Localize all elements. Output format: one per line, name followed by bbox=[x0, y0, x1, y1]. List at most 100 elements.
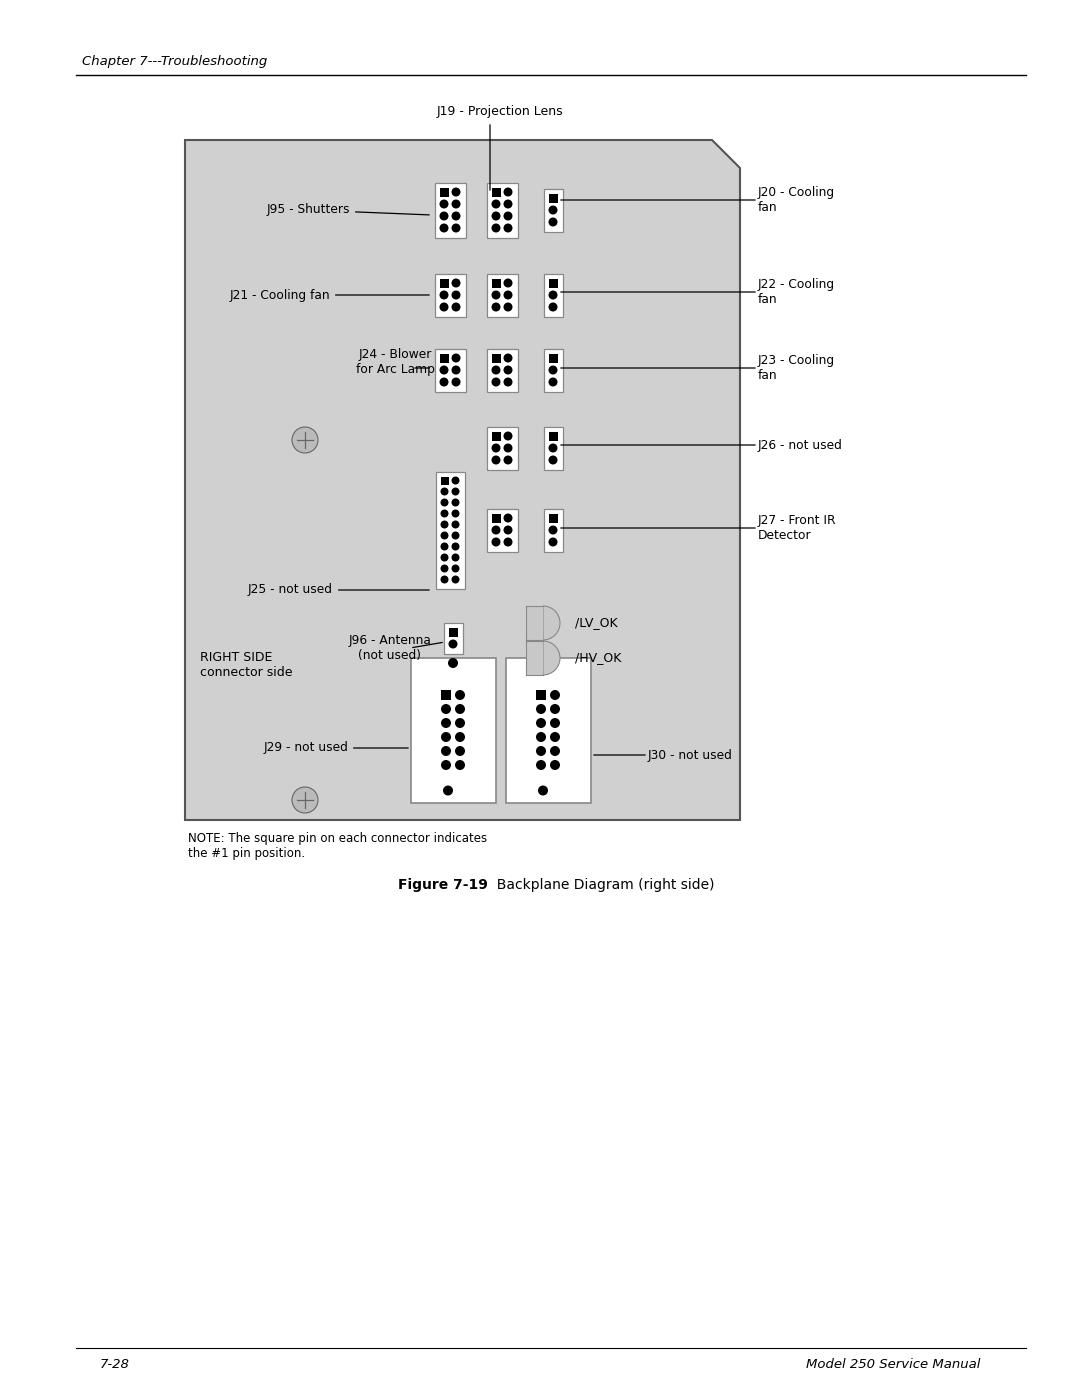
Circle shape bbox=[441, 704, 451, 714]
Circle shape bbox=[549, 455, 557, 464]
Bar bbox=[491, 353, 500, 362]
Circle shape bbox=[503, 211, 513, 221]
Circle shape bbox=[455, 690, 465, 700]
Circle shape bbox=[503, 443, 513, 453]
Circle shape bbox=[503, 303, 513, 312]
Bar bbox=[486, 348, 517, 391]
Circle shape bbox=[536, 732, 546, 742]
Circle shape bbox=[451, 366, 460, 374]
Text: J22 - Cooling
fan: J22 - Cooling fan bbox=[758, 278, 835, 306]
Circle shape bbox=[441, 499, 448, 507]
Bar bbox=[526, 606, 543, 640]
Text: J95 - Shutters: J95 - Shutters bbox=[267, 204, 429, 217]
Circle shape bbox=[441, 746, 451, 756]
Circle shape bbox=[549, 303, 557, 312]
Circle shape bbox=[451, 224, 460, 232]
Bar bbox=[434, 348, 465, 391]
Circle shape bbox=[451, 476, 459, 485]
Circle shape bbox=[441, 576, 448, 584]
Circle shape bbox=[441, 760, 451, 770]
Circle shape bbox=[503, 366, 513, 374]
Text: 7-28: 7-28 bbox=[100, 1358, 130, 1370]
Circle shape bbox=[441, 553, 448, 562]
Circle shape bbox=[550, 718, 561, 728]
Bar bbox=[444, 623, 462, 654]
Text: Backplane Diagram (right side): Backplane Diagram (right side) bbox=[488, 877, 715, 893]
Circle shape bbox=[491, 525, 500, 535]
Circle shape bbox=[503, 224, 513, 232]
Circle shape bbox=[440, 200, 448, 208]
Circle shape bbox=[503, 187, 513, 197]
Circle shape bbox=[491, 303, 500, 312]
Bar bbox=[549, 514, 557, 522]
Text: J26 - not used: J26 - not used bbox=[758, 439, 842, 451]
Bar bbox=[526, 641, 543, 675]
Text: J19 - Projection Lens: J19 - Projection Lens bbox=[436, 105, 564, 117]
Bar bbox=[486, 183, 517, 237]
Text: NOTE: The square pin on each connector indicates
the #1 pin position.: NOTE: The square pin on each connector i… bbox=[188, 833, 487, 861]
Bar bbox=[434, 183, 465, 237]
Circle shape bbox=[451, 303, 460, 312]
Circle shape bbox=[550, 704, 561, 714]
Wedge shape bbox=[543, 641, 561, 675]
Circle shape bbox=[491, 224, 500, 232]
Bar bbox=[441, 476, 448, 485]
Circle shape bbox=[451, 278, 460, 288]
Circle shape bbox=[549, 366, 557, 374]
Circle shape bbox=[549, 205, 557, 215]
Bar bbox=[435, 472, 464, 588]
Circle shape bbox=[455, 760, 465, 770]
Text: J96 - Antenna
(not used): J96 - Antenna (not used) bbox=[349, 634, 431, 662]
Circle shape bbox=[503, 514, 513, 522]
Bar bbox=[543, 189, 563, 232]
Circle shape bbox=[549, 291, 557, 299]
Bar bbox=[543, 274, 563, 317]
Circle shape bbox=[440, 224, 448, 232]
Circle shape bbox=[503, 278, 513, 288]
Circle shape bbox=[503, 455, 513, 464]
Bar bbox=[549, 432, 557, 440]
Bar bbox=[440, 353, 448, 362]
Circle shape bbox=[448, 658, 458, 668]
Bar bbox=[549, 353, 557, 362]
Circle shape bbox=[503, 291, 513, 299]
Bar bbox=[486, 509, 517, 552]
Circle shape bbox=[549, 525, 557, 535]
Text: J23 - Cooling
fan: J23 - Cooling fan bbox=[758, 353, 835, 381]
Circle shape bbox=[491, 538, 500, 546]
Text: Chapter 7---Troubleshooting: Chapter 7---Troubleshooting bbox=[82, 54, 267, 68]
Bar bbox=[434, 274, 465, 317]
Text: /LV_OK: /LV_OK bbox=[575, 616, 618, 630]
Circle shape bbox=[536, 746, 546, 756]
Circle shape bbox=[448, 640, 458, 648]
Circle shape bbox=[451, 211, 460, 221]
Circle shape bbox=[455, 718, 465, 728]
Circle shape bbox=[491, 211, 500, 221]
Wedge shape bbox=[543, 606, 561, 640]
Circle shape bbox=[491, 455, 500, 464]
Bar bbox=[543, 348, 563, 391]
Circle shape bbox=[451, 576, 459, 584]
Text: J24 - Blower
for Arc Lamp: J24 - Blower for Arc Lamp bbox=[355, 348, 434, 376]
Circle shape bbox=[451, 510, 459, 517]
Text: J20 - Cooling
fan: J20 - Cooling fan bbox=[758, 186, 835, 214]
Circle shape bbox=[491, 443, 500, 453]
Circle shape bbox=[292, 427, 318, 453]
Circle shape bbox=[451, 200, 460, 208]
Text: RIGHT SIDE
connector side: RIGHT SIDE connector side bbox=[200, 651, 293, 679]
Polygon shape bbox=[185, 140, 740, 820]
Circle shape bbox=[550, 746, 561, 756]
Circle shape bbox=[455, 732, 465, 742]
Circle shape bbox=[451, 187, 460, 197]
Circle shape bbox=[440, 377, 448, 387]
Bar bbox=[440, 278, 448, 288]
Circle shape bbox=[451, 521, 459, 528]
Circle shape bbox=[491, 377, 500, 387]
Circle shape bbox=[440, 366, 448, 374]
Circle shape bbox=[441, 510, 448, 517]
Circle shape bbox=[440, 303, 448, 312]
Circle shape bbox=[441, 521, 448, 528]
Circle shape bbox=[440, 211, 448, 221]
Circle shape bbox=[491, 291, 500, 299]
Circle shape bbox=[292, 787, 318, 813]
